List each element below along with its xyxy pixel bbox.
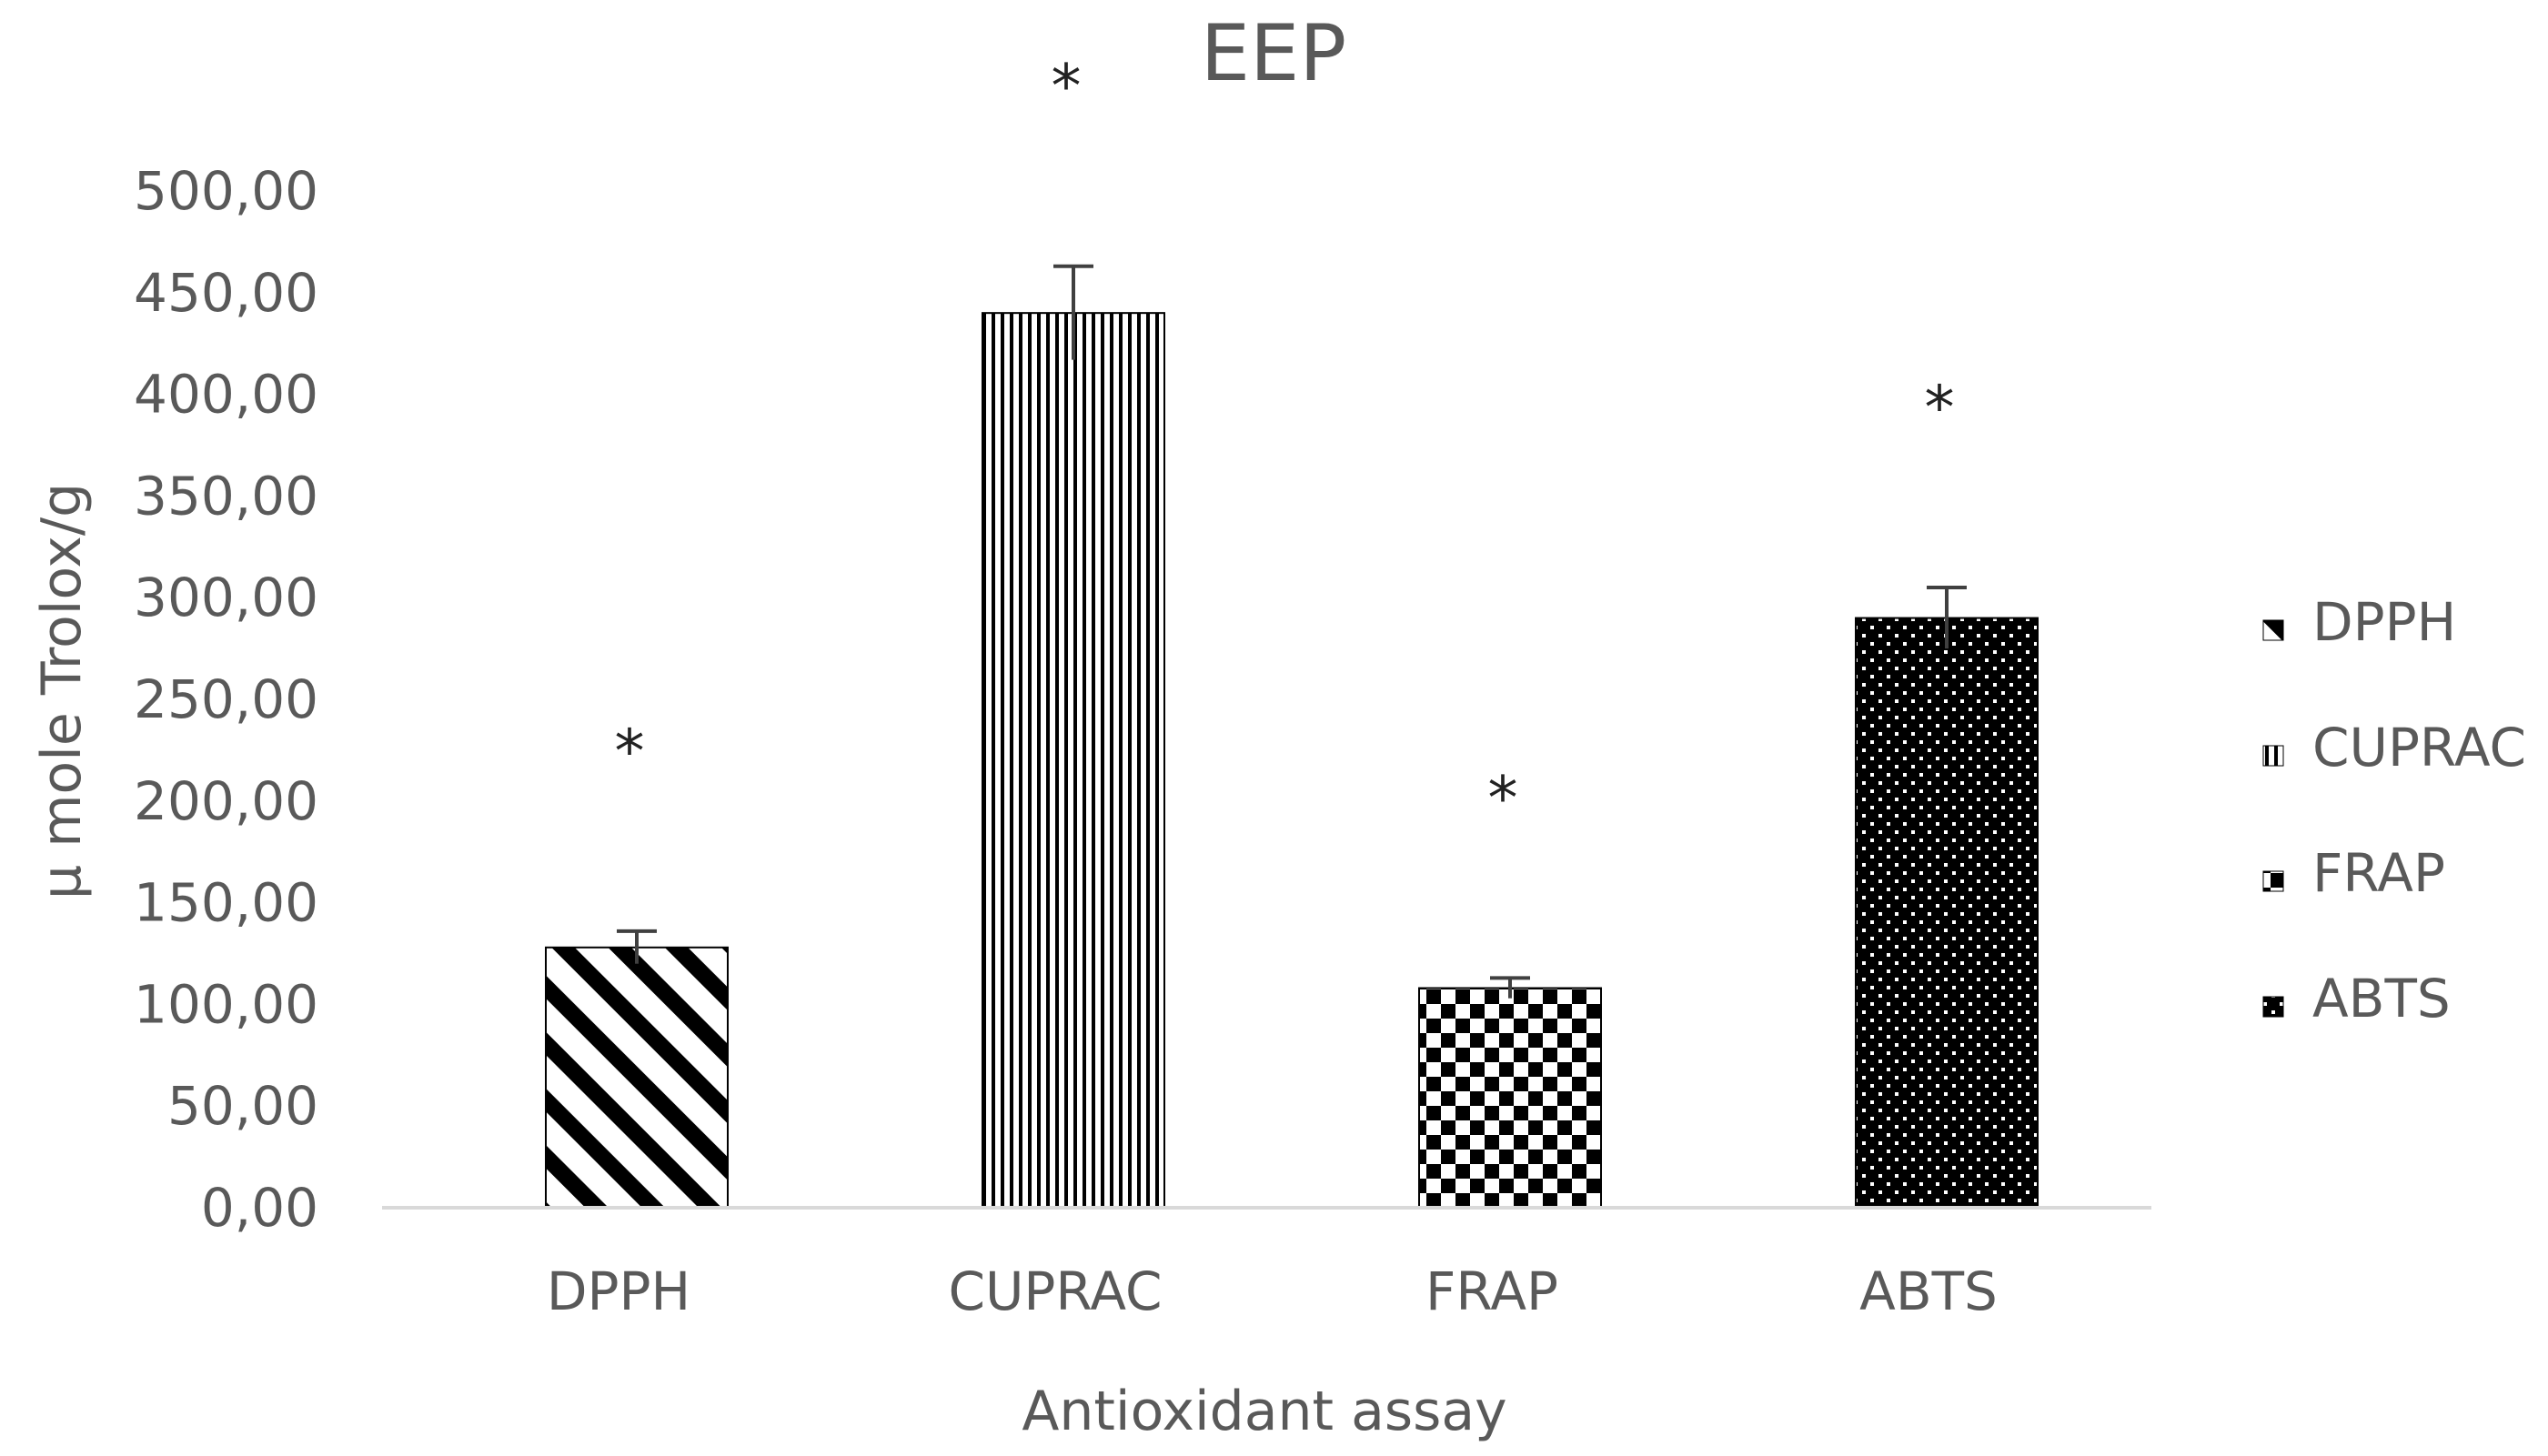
y-tick-label: 500,00 [134, 160, 318, 222]
significance-marker: * [615, 717, 645, 787]
x-axis-ticks: DPPH CUPRAC FRAP ABTS [547, 1260, 1998, 1322]
bar-cuprac [982, 312, 1165, 1210]
x-tick-label: FRAP [1425, 1260, 1558, 1322]
y-tick-label: 250,00 [134, 668, 318, 730]
legend: DPPH CUPRAC FRAP ABTS [2262, 591, 2526, 1029]
x-tick-label: CUPRAC [948, 1260, 1162, 1322]
y-tick-label: 200,00 [134, 770, 318, 832]
bar-dpph [545, 946, 729, 1209]
significance-marker: * [1052, 52, 1082, 122]
bar-abts [1855, 617, 2039, 1209]
y-tick-label: 100,00 [134, 973, 318, 1035]
chart-title: EEP [1201, 8, 1347, 99]
legend-label: DPPH [2312, 591, 2456, 653]
significance-markers: * * * * [615, 52, 1955, 834]
significance-marker: * [1925, 373, 1955, 443]
y-tick-label: 450,00 [134, 262, 318, 324]
legend-swatch [2262, 619, 2284, 641]
legend-swatch [2262, 870, 2284, 892]
y-axis-title: µ mole Trolox/g [30, 483, 94, 899]
legend-label: CUPRAC [2312, 717, 2526, 778]
bars [545, 312, 2039, 1210]
legend-swatch [2262, 745, 2284, 767]
legend-label: ABTS [2312, 968, 2451, 1029]
significance-marker: * [1488, 763, 1518, 833]
legend-swatch [2262, 996, 2284, 1018]
x-axis-title: Antioxidant assay [1022, 1380, 1506, 1443]
x-tick-label: DPPH [547, 1260, 690, 1322]
x-tick-label: ABTS [1859, 1260, 1998, 1322]
legend-label: FRAP [2312, 842, 2445, 904]
y-tick-label: 400,00 [134, 364, 318, 426]
y-tick-label: 150,00 [134, 872, 318, 934]
y-tick-label: 0,00 [201, 1177, 318, 1239]
y-tick-label: 50,00 [167, 1075, 318, 1137]
bar-frap [1418, 987, 1602, 1209]
y-tick-label: 300,00 [134, 567, 318, 628]
error-bars [617, 264, 1967, 999]
y-axis-ticks: 0,00 50,00 100,00 150,00 200,00 250,00 300,00 3… [134, 160, 318, 1239]
y-tick-label: 350,00 [134, 465, 318, 527]
